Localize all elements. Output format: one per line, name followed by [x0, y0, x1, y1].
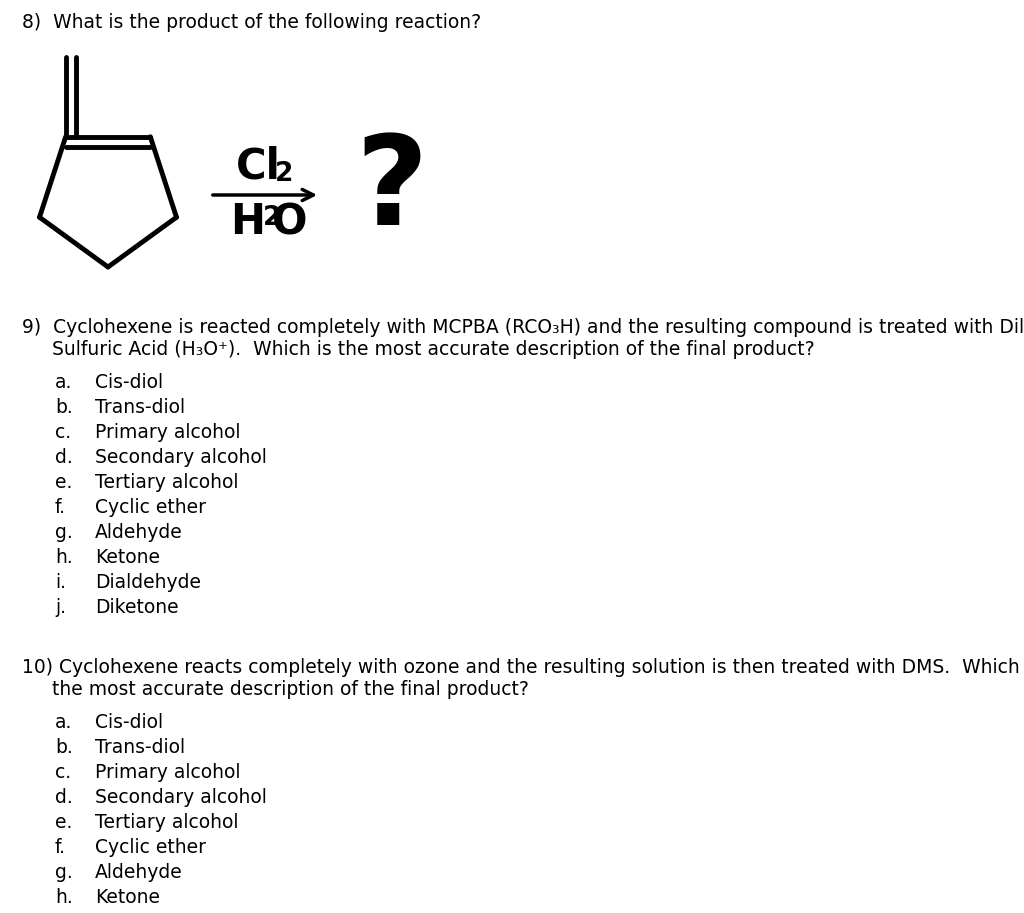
Text: c.: c.: [55, 423, 71, 442]
Text: f.: f.: [55, 838, 66, 857]
Text: Ketone: Ketone: [95, 548, 160, 567]
Text: c.: c.: [55, 763, 71, 782]
Text: 2: 2: [263, 205, 282, 231]
Text: Primary alcohol: Primary alcohol: [95, 763, 241, 782]
Text: i.: i.: [55, 573, 66, 592]
Text: Cyclic ether: Cyclic ether: [95, 838, 206, 857]
Text: ?: ?: [355, 130, 427, 250]
Text: Cis-diol: Cis-diol: [95, 713, 163, 732]
Text: b.: b.: [55, 738, 73, 757]
Text: Aldehyde: Aldehyde: [95, 863, 182, 882]
Text: h.: h.: [55, 548, 73, 567]
Text: a.: a.: [55, 373, 73, 392]
Text: Tertiary alcohol: Tertiary alcohol: [95, 473, 239, 492]
Text: Ketone: Ketone: [95, 888, 160, 907]
Text: h.: h.: [55, 888, 73, 907]
Text: 8)  What is the product of the following reaction?: 8) What is the product of the following …: [22, 13, 481, 32]
Text: f.: f.: [55, 498, 66, 517]
Text: Aldehyde: Aldehyde: [95, 523, 182, 542]
Text: Tertiary alcohol: Tertiary alcohol: [95, 813, 239, 832]
Text: H: H: [230, 201, 265, 243]
Text: Sulfuric Acid (H₃O⁺).  Which is the most accurate description of the final produ: Sulfuric Acid (H₃O⁺). Which is the most …: [22, 340, 815, 359]
Text: j.: j.: [55, 598, 66, 617]
Text: Secondary alcohol: Secondary alcohol: [95, 448, 267, 467]
Text: Dialdehyde: Dialdehyde: [95, 573, 201, 592]
Text: a.: a.: [55, 713, 73, 732]
Text: 10) Cyclohexene reacts completely with ozone and the resulting solution is then : 10) Cyclohexene reacts completely with o…: [22, 658, 1024, 677]
Text: Trans-diol: Trans-diol: [95, 738, 185, 757]
Text: Secondary alcohol: Secondary alcohol: [95, 788, 267, 807]
Text: Diketone: Diketone: [95, 598, 178, 617]
Text: d.: d.: [55, 788, 73, 807]
Text: e.: e.: [55, 813, 73, 832]
Text: g.: g.: [55, 523, 73, 542]
Text: g.: g.: [55, 863, 73, 882]
Text: b.: b.: [55, 398, 73, 417]
Text: e.: e.: [55, 473, 73, 492]
Text: Cis-diol: Cis-diol: [95, 373, 163, 392]
Text: Primary alcohol: Primary alcohol: [95, 423, 241, 442]
Text: O: O: [272, 201, 307, 243]
Text: d.: d.: [55, 448, 73, 467]
Text: Cl: Cl: [236, 145, 281, 187]
Text: 2: 2: [275, 161, 293, 187]
Text: Cyclic ether: Cyclic ether: [95, 498, 206, 517]
Text: Trans-diol: Trans-diol: [95, 398, 185, 417]
Text: 9)  Cyclohexene is reacted completely with MCPBA (RCO₃H) and the resulting compo: 9) Cyclohexene is reacted completely wit…: [22, 318, 1024, 337]
Text: the most accurate description of the final product?: the most accurate description of the fin…: [22, 680, 528, 699]
